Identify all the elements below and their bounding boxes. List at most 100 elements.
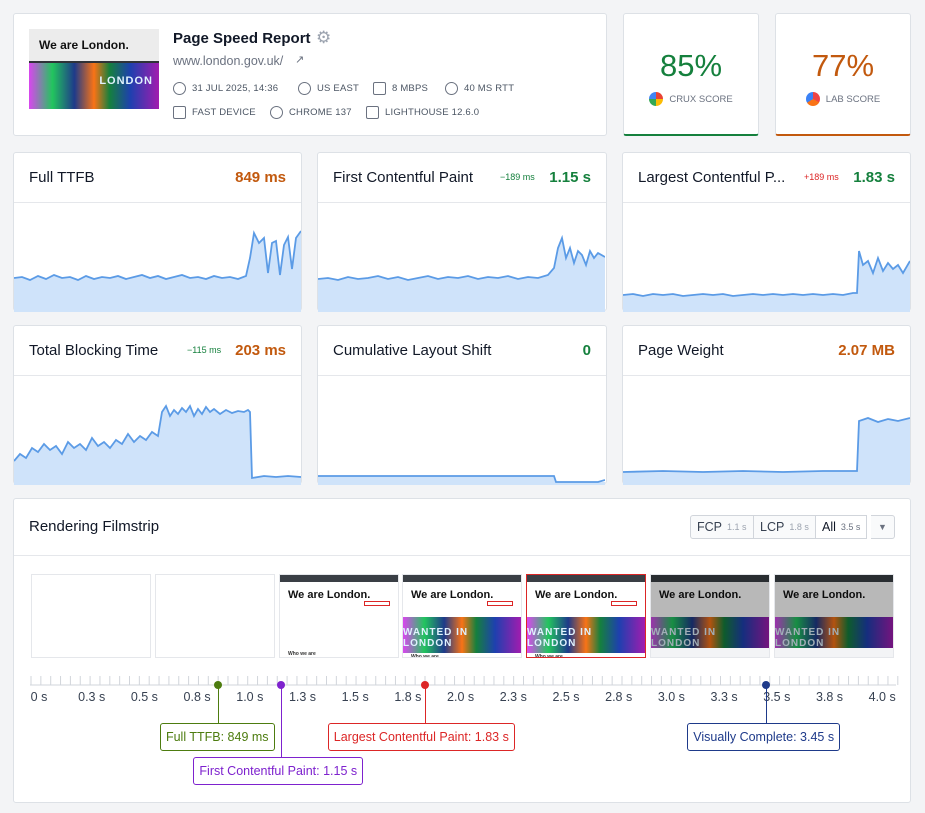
chevron-down-icon: ▼ bbox=[878, 522, 887, 532]
timeline-callout[interactable]: Largest Contentful Paint: 1.83 s bbox=[327, 723, 515, 751]
metric-value: 1.83 s bbox=[853, 169, 895, 186]
report-title: Page Speed Report bbox=[173, 30, 311, 47]
metric-trend-chart bbox=[318, 234, 605, 312]
timeline-tick-label: 2.5 s bbox=[552, 690, 580, 704]
timeline-tick-label: 1.3 s bbox=[288, 690, 317, 704]
metric-value: 849 ms bbox=[235, 169, 286, 186]
timeline-callout[interactable]: Full TTFB: 849 ms bbox=[159, 723, 275, 751]
metric-title: Full TTFB bbox=[29, 169, 95, 186]
meta-bandwidth: 8 MBPS bbox=[373, 82, 428, 95]
timeline-callout[interactable]: Visually Complete: 3.45 s bbox=[687, 723, 841, 751]
timeline-tick-label: 3.0 s bbox=[657, 690, 685, 704]
timeline-tick-label: 3.5 s bbox=[763, 690, 791, 704]
timeline-tick-label: 1.5 s bbox=[341, 690, 369, 704]
callout-connector bbox=[281, 685, 283, 757]
metric-value: 2.07 MB bbox=[838, 342, 895, 359]
filmstrip-frame[interactable]: We are London. WANTED IN LONDON bbox=[774, 574, 894, 658]
filmstrip-frame[interactable]: We are London. WANTED IN LONDON Who we a… bbox=[402, 574, 522, 658]
callout-marker-dot[interactable] bbox=[420, 681, 429, 689]
metric-card-ttfb[interactable]: Full TTFB 849 ms bbox=[13, 152, 302, 312]
filmstrip-frame-partial[interactable]: We are London. Who we are bbox=[279, 574, 399, 658]
metric-delta: +189 ms bbox=[804, 172, 839, 182]
external-link-icon[interactable]: ↗ bbox=[295, 54, 305, 66]
meta-rtt: 40 MS RTT bbox=[445, 82, 514, 95]
metric-card-page-weight[interactable]: Page Weight 2.07 MB bbox=[622, 325, 911, 485]
meta-browser: CHROME 137 bbox=[270, 106, 352, 119]
filmstrip-frame-lcp[interactable]: We are London. WANTED IN LONDON Who we a… bbox=[526, 574, 646, 658]
frame-subhead: Who we are bbox=[411, 654, 439, 658]
metric-delta: −115 ms bbox=[187, 345, 222, 355]
timeline-tick-label: 1.8 s bbox=[394, 690, 422, 704]
timeline-tick-label: 0.3 s bbox=[78, 690, 106, 704]
filter-dropdown-toggle[interactable]: ▼ bbox=[871, 515, 895, 539]
frame-art-text: WANTED IN LONDON bbox=[775, 627, 841, 649]
filter-all-button[interactable]: All 3.5 s bbox=[816, 515, 868, 539]
filmstrip-title: Rendering Filmstrip bbox=[29, 518, 160, 535]
metric-title: Page Weight bbox=[638, 342, 724, 359]
crux-icon bbox=[649, 92, 664, 106]
crux-score-value: 85% bbox=[659, 48, 723, 83]
lighthouse-score-icon bbox=[805, 92, 820, 106]
metric-value: 203 ms bbox=[235, 342, 286, 359]
filter-fcp-button[interactable]: FCP 1.1 s bbox=[690, 515, 754, 539]
filmstrip-frame[interactable]: We are London. WANTED IN LONDON bbox=[650, 574, 770, 658]
gear-icon[interactable]: ⚙ bbox=[316, 28, 332, 47]
lighthouse-icon bbox=[366, 106, 379, 119]
lab-score-label: LAB SCORE bbox=[825, 93, 881, 105]
frame-art-text: WANTED IN LONDON bbox=[403, 627, 469, 649]
timeline-tick-label: 4.0 s bbox=[868, 690, 896, 704]
timeline-tick-label: 1.0 s bbox=[236, 690, 264, 704]
filmstrip-frame-blank[interactable] bbox=[31, 574, 151, 658]
timeline-callout[interactable]: First Contentful Paint: 1.15 s bbox=[193, 757, 364, 785]
timeline-tick-label: 2.8 s bbox=[605, 690, 633, 704]
filmstrip-timeline: 0 s 0.3 s 0.5 s 0.8 s 1.0 s 1.3 s 1.5 s 1.8 s 2.… bbox=[30, 661, 900, 721]
callout-marker-dot[interactable] bbox=[762, 681, 771, 689]
metric-title: Largest Contentful P... bbox=[638, 169, 786, 186]
timeline-tick-label: 0.8 s bbox=[183, 690, 211, 704]
rendering-filmstrip-card: Rendering Filmstrip FCP 1.1 s LCP 1.8 s Al… bbox=[13, 498, 911, 803]
metric-value: 0 bbox=[582, 342, 591, 359]
frame-headline: We are London. bbox=[659, 589, 742, 601]
metric-card-tbt[interactable]: Total Blocking Time −115 ms 203 ms bbox=[13, 325, 302, 485]
metric-title: Total Blocking Time bbox=[29, 342, 159, 359]
callout-connector bbox=[424, 685, 426, 723]
latency-icon bbox=[445, 82, 458, 95]
meta-location: US EAST bbox=[298, 82, 359, 95]
page-thumbnail[interactable]: We are London. LONDON bbox=[29, 29, 159, 109]
chrome-icon bbox=[270, 106, 283, 119]
callout-marker-dot[interactable] bbox=[213, 681, 222, 689]
meta-lighthouse: LIGHTHOUSE 12.6.0 bbox=[366, 106, 479, 119]
page-url-link[interactable]: www.london.gov.uk/ bbox=[173, 54, 284, 68]
timeline-tick-label: 2.0 s bbox=[447, 690, 475, 704]
timeline-tick-label: 0 s bbox=[30, 690, 48, 704]
metric-trend-chart bbox=[14, 230, 301, 312]
frame-art-text: WANTED IN LONDON bbox=[527, 627, 593, 649]
metric-trend-chart bbox=[14, 404, 301, 485]
metric-trend-chart bbox=[318, 475, 605, 485]
metric-value: 1.15 s bbox=[549, 169, 591, 186]
callout-connector bbox=[766, 685, 768, 723]
metric-card-fcp[interactable]: First Contentful Paint −189 ms 1.15 s bbox=[317, 152, 607, 312]
metric-card-cls[interactable]: Cumulative Layout Shift 0 bbox=[317, 325, 607, 485]
filmstrip-frame-blank[interactable] bbox=[155, 574, 275, 658]
globe-icon bbox=[298, 82, 311, 95]
crux-score-card[interactable]: 85% CRUX SCORE bbox=[623, 13, 759, 136]
frame-headline: We are London. bbox=[411, 589, 494, 601]
metric-card-lcp[interactable]: Largest Contentful P... +189 ms 1.83 s bbox=[622, 152, 911, 312]
filter-lcp-button[interactable]: LCP 1.8 s bbox=[754, 515, 816, 539]
metric-title: First Contentful Paint bbox=[333, 169, 474, 186]
report-header-card: We are London. LONDON Page Speed Report … bbox=[13, 13, 607, 136]
timeline-tick-label: 3.3 s bbox=[710, 690, 738, 704]
callout-connector bbox=[217, 685, 219, 723]
frame-headline: We are London. bbox=[783, 589, 866, 601]
lab-score-card[interactable]: 77% LAB SCORE bbox=[775, 13, 911, 136]
frame-subhead: Who we are bbox=[535, 654, 563, 658]
lab-score-value: 77% bbox=[811, 48, 875, 83]
callout-marker-dot[interactable] bbox=[277, 681, 286, 689]
bandwidth-icon bbox=[373, 82, 386, 95]
crux-score-label: CRUX SCORE bbox=[669, 93, 733, 105]
metric-delta: −189 ms bbox=[500, 172, 535, 182]
timeline-tick-label: 0.5 s bbox=[130, 690, 158, 704]
thumbnail-headline: We are London. bbox=[39, 38, 129, 52]
frame-subhead: Who we are bbox=[288, 651, 316, 657]
